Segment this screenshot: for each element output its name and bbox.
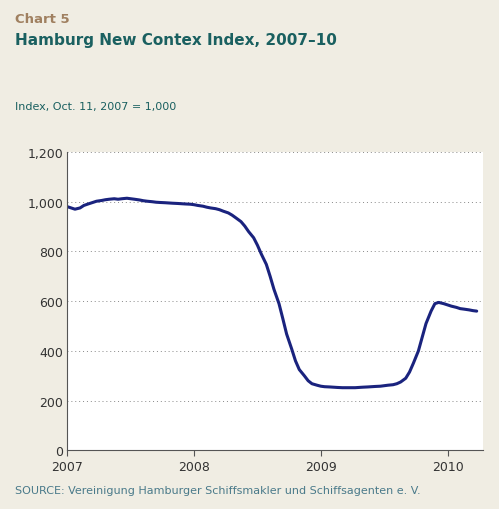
Text: Chart 5: Chart 5 xyxy=(15,13,69,25)
Text: Hamburg New Contex Index, 2007–10: Hamburg New Contex Index, 2007–10 xyxy=(15,33,337,48)
Text: Index, Oct. 11, 2007 = 1,000: Index, Oct. 11, 2007 = 1,000 xyxy=(15,102,176,112)
Text: SOURCE: Vereinigung Hamburger Schiffsmakler und Schiffsagenten e. V.: SOURCE: Vereinigung Hamburger Schiffsmak… xyxy=(15,485,421,495)
